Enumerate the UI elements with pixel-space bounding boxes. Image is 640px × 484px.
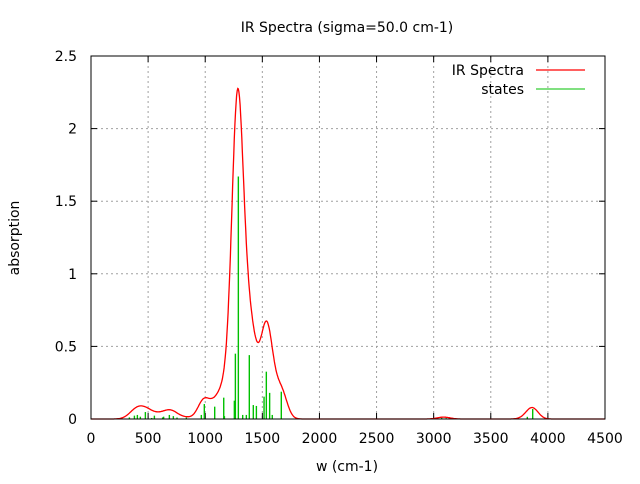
x-tick-label: 4000 <box>530 431 566 447</box>
y-tick-label: 2 <box>68 122 77 138</box>
x-tick-label: 3500 <box>473 431 509 447</box>
axis-ticks <box>90 55 606 420</box>
legend-label-states: states <box>481 82 524 98</box>
plot-border <box>90 55 606 420</box>
legend: IR Spectra states <box>452 63 585 98</box>
y-tick-labels: 0 0.5 1 1.5 2 2.5 <box>55 49 77 428</box>
y-axis-label: absorption <box>7 201 23 276</box>
y-tick-label: 1.5 <box>55 194 77 210</box>
y-tick-label: 0 <box>68 412 77 428</box>
y-tick-label: 2.5 <box>55 49 77 65</box>
chart-title: IR Spectra (sigma=50.0 cm-1) <box>241 20 454 36</box>
y-tick-label: 1 <box>68 267 77 283</box>
x-tick-label: 2500 <box>359 431 395 447</box>
x-tick-label: 1500 <box>245 431 281 447</box>
grid <box>91 56 605 419</box>
x-tick-label: 4500 <box>587 431 623 447</box>
ir-spectra-curve <box>91 87 605 420</box>
x-tick-label: 500 <box>135 431 162 447</box>
states-series <box>128 176 534 419</box>
y-tick-label: 0.5 <box>55 339 77 355</box>
x-tick-label: 1000 <box>187 431 223 447</box>
x-tick-label: 2000 <box>302 431 338 447</box>
x-tick-label: 3000 <box>416 431 452 447</box>
x-tick-label: 0 <box>87 431 96 447</box>
x-tick-labels: 0 500 1000 1500 2000 2500 3000 3500 4000 4500 <box>87 431 623 447</box>
x-axis-label: w (cm-1) <box>316 459 378 475</box>
legend-label-ir-spectra: IR Spectra <box>452 63 524 79</box>
